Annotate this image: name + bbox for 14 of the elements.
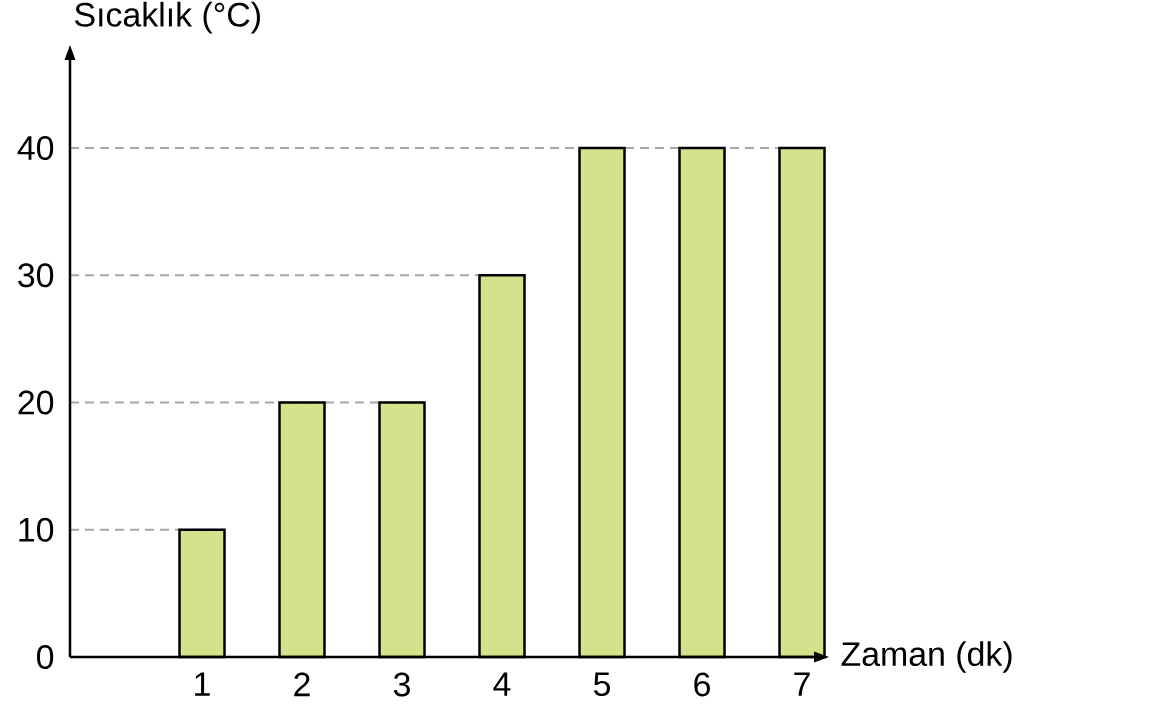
y-tick-label: 20 [18, 390, 54, 415]
x-tick-label: 2 [294, 672, 310, 697]
y-tick-label: 0 [37, 645, 54, 669]
y-tick-label: 30 [18, 263, 54, 288]
x-tick-label: 4 [493, 672, 511, 696]
x-tick-label: 5 [593, 672, 611, 697]
x-axis-title: Zaman (dk) [841, 641, 1012, 673]
y-tick-label: 10 [19, 517, 54, 542]
y-axis-title: Sıcaklık (°C) [75, 1, 260, 34]
y-tick-label: 40 [17, 136, 54, 160]
x-tick-label: 3 [393, 672, 410, 697]
x-tick-label: 1 [195, 672, 210, 696]
x-tick-label: 7 [794, 672, 810, 696]
x-tick-label: 6 [694, 672, 710, 697]
